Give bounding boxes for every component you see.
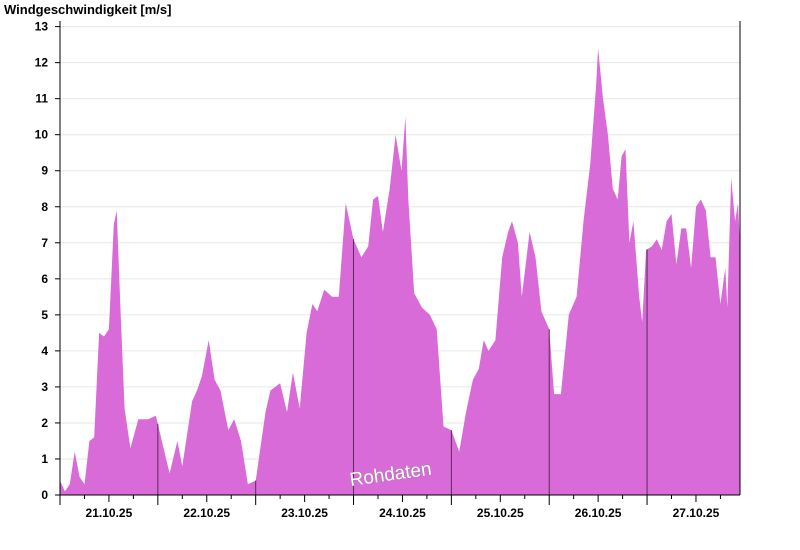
x-axis-ticks: 21.10.25 22.10.25 23.10.25 24.10.25 25.10.25… (59, 495, 721, 520)
area-series (60, 48, 740, 495)
y-tick-label: 11 (35, 92, 48, 106)
y-tick-label: 0 (41, 488, 48, 502)
y-tick-label: 6 (41, 272, 48, 286)
y-tick-label: 7 (41, 236, 48, 250)
x-tick-label: 21.10.25 (86, 506, 133, 520)
y-tick-label: 9 (41, 164, 48, 178)
y-tick-label: 1 (41, 452, 48, 466)
axes (59, 21, 741, 496)
y-tick-label: 2 (41, 416, 48, 430)
y-tick-label: 8 (41, 200, 48, 214)
x-tick-label: 24.10.25 (379, 506, 426, 520)
y-tick-label: 3 (41, 380, 48, 394)
x-tick-label: 27.10.25 (673, 506, 720, 520)
day-separators (157, 239, 648, 495)
y-tick-label: 12 (35, 56, 49, 70)
y-tick-label: 4 (41, 344, 48, 358)
series-area (60, 48, 740, 495)
chart-title: Windgeschwindigkeit [m/s] (4, 2, 172, 17)
y-tick-label: 10 (35, 128, 49, 142)
y-tick-label: 13 (35, 20, 49, 34)
x-tick-label: 23.10.25 (281, 506, 328, 520)
x-tick-label: 26.10.25 (575, 506, 622, 520)
x-tick-label: 22.10.25 (183, 506, 230, 520)
x-tick-label: 25.10.25 (477, 506, 524, 520)
y-tick-label: 5 (41, 308, 48, 322)
